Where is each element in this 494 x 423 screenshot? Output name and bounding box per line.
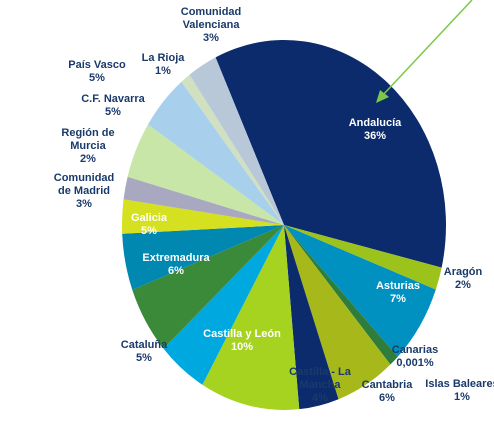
slice [122,199,284,234]
value-label: 5% [136,352,152,364]
value-label: 4% [312,392,328,404]
slice-label: Galicia [131,212,168,224]
label-line: La Rioja [142,52,186,64]
slice-label: Comunidad Valenciana [181,6,242,31]
slice-label: Cantabria [362,379,414,391]
value-label: 5% [89,72,105,84]
label-line: Asturias [376,280,420,292]
label-line: de Madrid [58,185,110,197]
pie [122,40,446,410]
label-line: Comunidad [54,172,115,184]
value-label: 5% [141,225,157,237]
label-line: C.F. Navarra [81,93,145,105]
value-label: 0,001% [396,357,434,369]
value-label: 2% [80,153,96,165]
label-line: Comunidad [181,6,242,18]
slice-label: Comunidad de Madrid [54,172,115,197]
value-label: 6% [168,265,184,277]
slice-label: Región de Murcia [61,127,114,152]
label-line: Castilla y León [203,328,281,340]
slice-label: Islas Baleares [425,378,494,390]
label-line: Región de [61,127,114,139]
value-label: 1% [155,65,171,77]
slice-label: Canarias [392,344,438,356]
slice-label: Castilla y León [203,328,281,340]
value-label: 3% [76,198,92,210]
arrow-head [376,90,389,103]
label-line: Valenciana [183,19,241,31]
value-label: 7% [390,293,406,305]
slice-label: Asturias [376,280,420,292]
value-label: 1% [454,391,470,403]
label-line: País Vasco [68,59,126,71]
slice-label: C.F. Navarra [81,93,145,105]
slice-label: Aragón [444,266,483,278]
label-line: Mancha [300,379,342,391]
label-line: Canarias [392,344,438,356]
label-line: Castilla - La [289,366,352,378]
slice [284,225,436,357]
slice [284,225,391,400]
slice [284,225,391,365]
label-line: Aragón [444,266,483,278]
value-label: 2% [455,279,471,291]
slice-label: Cataluña [121,339,168,351]
label-line: Extremadura [142,252,210,264]
value-label: 5% [105,106,121,118]
slice [127,124,284,225]
slice-label: País Vasco [68,59,126,71]
slice [148,81,284,225]
slice [284,225,442,290]
value-label: 6% [379,392,395,404]
label-line: Islas Baleares [425,378,494,390]
pointer-arrow [381,0,473,97]
label-line: Galicia [131,212,168,224]
label-line: Murcia [70,140,106,152]
slice [123,176,284,225]
value-label: 3% [203,32,219,44]
slice [122,225,284,290]
slice-label: Andalucía [349,117,402,129]
value-label: 10% [231,341,253,353]
slice [181,74,284,226]
label-line: Cantabria [362,379,414,391]
slice-label: Castilla - La Mancha [289,366,352,391]
slice [284,225,398,365]
slice [189,57,284,225]
slice [132,225,284,349]
slice [284,225,339,410]
value-label: 36% [364,130,386,142]
slice [202,225,300,410]
label-line: Andalucía [349,117,402,129]
slice-label: La Rioja [142,52,186,64]
label-line: Cataluña [121,339,168,351]
slice [163,225,284,385]
slice-label: Extremadura [142,252,210,264]
